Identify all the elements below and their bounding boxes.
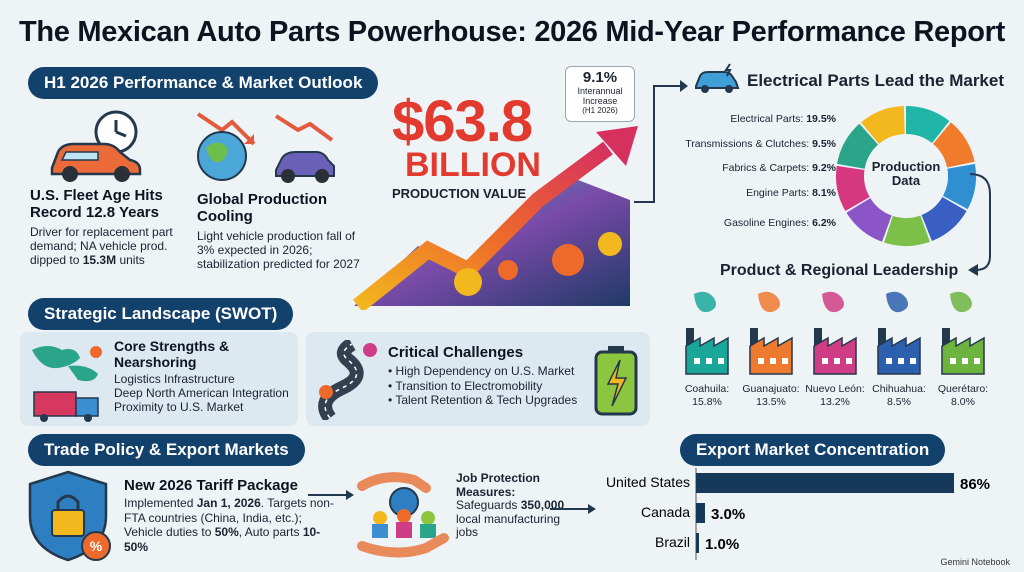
donut-segment [906, 106, 950, 144]
region-name: Nuevo León: [805, 383, 865, 395]
donut-segment [846, 198, 892, 242]
connector-arrow-icon [634, 80, 688, 203]
headline-label: PRODUCTION VALUE [392, 186, 527, 201]
electrical-item: Transmissions & Clutches: 9.5% [685, 138, 836, 150]
region-item: Chihuahua: 8.5% [868, 288, 930, 408]
trade-header: Trade Policy & Export Markets [28, 434, 305, 466]
fleet-text: Driver for replacement part demand; NA v… [30, 225, 173, 267]
donut-segment [836, 165, 870, 211]
donut-segment [942, 163, 976, 210]
winding-road-icon [318, 340, 377, 420]
donut-segment [884, 215, 930, 246]
donut-segment [837, 123, 879, 169]
regional-factories: Coahuila: 15.8% Guanajuato: 13.5% Nuevo Le… [676, 288, 1006, 408]
headline-unit: BILLION [405, 146, 541, 184]
region-value: 13.2% [820, 396, 850, 408]
challenges-list: • High Dependency on U.S. Market • Trans… [388, 364, 577, 408]
strengths-list: Logistics Infrastructure Deep North Amer… [114, 372, 289, 414]
region-name: Coahuila: [684, 383, 730, 395]
bar-value-label: 86% [960, 476, 990, 493]
tariff-title: New 2026 Tariff Package [124, 477, 298, 494]
export-bar [696, 503, 705, 523]
bar-value-label: 1.0% [705, 536, 739, 553]
production-donut-chart [836, 106, 976, 246]
swot-header: Strategic Landscape (SWOT) [28, 298, 294, 330]
arrow-right-icon [308, 490, 354, 500]
export-bar [696, 473, 954, 493]
growth-arrow-graphic [353, 126, 638, 310]
region-name: Guanajuato: [742, 383, 800, 395]
region-name: Querétaro: [937, 383, 989, 395]
fleet-highlight: 15.3M [82, 253, 117, 267]
fleet-title: U.S. Fleet Age Hits Record 12.8 Years [30, 187, 163, 221]
region-value: 8.0% [951, 396, 975, 408]
footer-label: Gemini Notebook [940, 557, 1010, 567]
job-protection-icon [357, 472, 449, 558]
globe-car-icon [196, 112, 335, 183]
challenges-card: Critical Challenges • High Dependency on… [306, 332, 650, 426]
regional-header: Product & Regional Leadership [720, 262, 959, 279]
factory-icon [685, 291, 729, 375]
bar-category-label: Canada [641, 504, 690, 520]
battery-icon [594, 346, 638, 416]
tariff-text: Implemented Jan 1, 2026. Targets non-FTA… [124, 496, 334, 554]
electrical-item: Fabrics & Carpets: 9.2% [722, 162, 836, 174]
growth-badge: 9.1% Interannual Increase (H1 2026) [565, 66, 635, 122]
electrical-header: Electrical Parts Lead the Market [747, 71, 1005, 90]
jobs-title: Job Protection Measures: [456, 471, 541, 499]
donut-segment [861, 106, 905, 144]
outlook-header: H1 2026 Performance & Market Outlook [28, 67, 379, 99]
region-item: Nuevo León: 13.2% [804, 288, 866, 408]
donut-center-label: Production Data [871, 159, 941, 188]
export-bar [696, 533, 699, 553]
electrical-list: Electrical Parts: 19.5% Transmissions & … [640, 107, 836, 237]
strengths-card: Core Strengths & Nearshoring Logistics I… [20, 332, 298, 426]
region-value: 13.5% [756, 396, 786, 408]
donut-segment [932, 122, 975, 168]
export-header: Export Market Concentration [680, 434, 946, 466]
electric-car-icon [695, 63, 740, 93]
challenge-item: • Talent Retention & Tech Upgrades [388, 393, 578, 407]
electrical-item: Engine Parts: 8.1% [746, 187, 836, 199]
challenge-item: • High Dependency on U.S. Market [388, 364, 575, 378]
strength-item: Proximity to U.S. Market [114, 400, 244, 414]
production-title: Global Production Cooling [197, 191, 327, 225]
factory-icon [813, 291, 857, 375]
connector-right-icon [968, 173, 991, 276]
factory-icon [941, 291, 985, 375]
region-item: Guanajuato: 13.5% [740, 288, 802, 408]
svg-text:%: % [90, 538, 103, 554]
electrical-item: Gasoline Engines: 6.2% [723, 217, 836, 229]
jobs-text: Job Protection Measures: Safeguards 350,… [456, 471, 576, 540]
electrical-item: Electrical Parts: 19.5% [730, 113, 836, 125]
region-item: Coahuila: 15.8% [676, 288, 738, 408]
production-text: Light vehicle production fall of 3% expe… [197, 229, 360, 271]
region-item: Querétaro: 8.0% [932, 288, 994, 408]
bar-value-label: 3.0% [711, 506, 745, 523]
strengths-title: Core Strengths & Nearshoring [114, 338, 230, 370]
region-name: Chihuahua: [872, 383, 926, 395]
region-value: 15.8% [692, 396, 722, 408]
arrow-right-icon [550, 504, 596, 514]
map-truck-icon [32, 346, 102, 422]
page-title: The Mexican Auto Parts Powerhouse: 2026 … [18, 16, 1006, 48]
region-value: 8.5% [887, 396, 911, 408]
strength-item: Logistics Infrastructure [114, 372, 235, 386]
shield-lock-icon: % [28, 470, 111, 562]
strength-item: Deep North American Integration [114, 386, 289, 400]
headline-value: $63.8 [392, 89, 533, 154]
bar-category-label: United States [606, 474, 690, 490]
factory-icon [749, 291, 793, 375]
challenge-item: • Transition to Electromobility [388, 378, 543, 393]
export-bar-chart: United States 86% Canada 3.0% Brazil 1.0% [606, 468, 990, 560]
factory-icon [877, 291, 921, 375]
challenges-title: Critical Challenges [388, 344, 524, 361]
donut-segment [921, 197, 967, 242]
bar-category-label: Brazil [655, 534, 690, 550]
car-clock-icon [50, 110, 142, 182]
